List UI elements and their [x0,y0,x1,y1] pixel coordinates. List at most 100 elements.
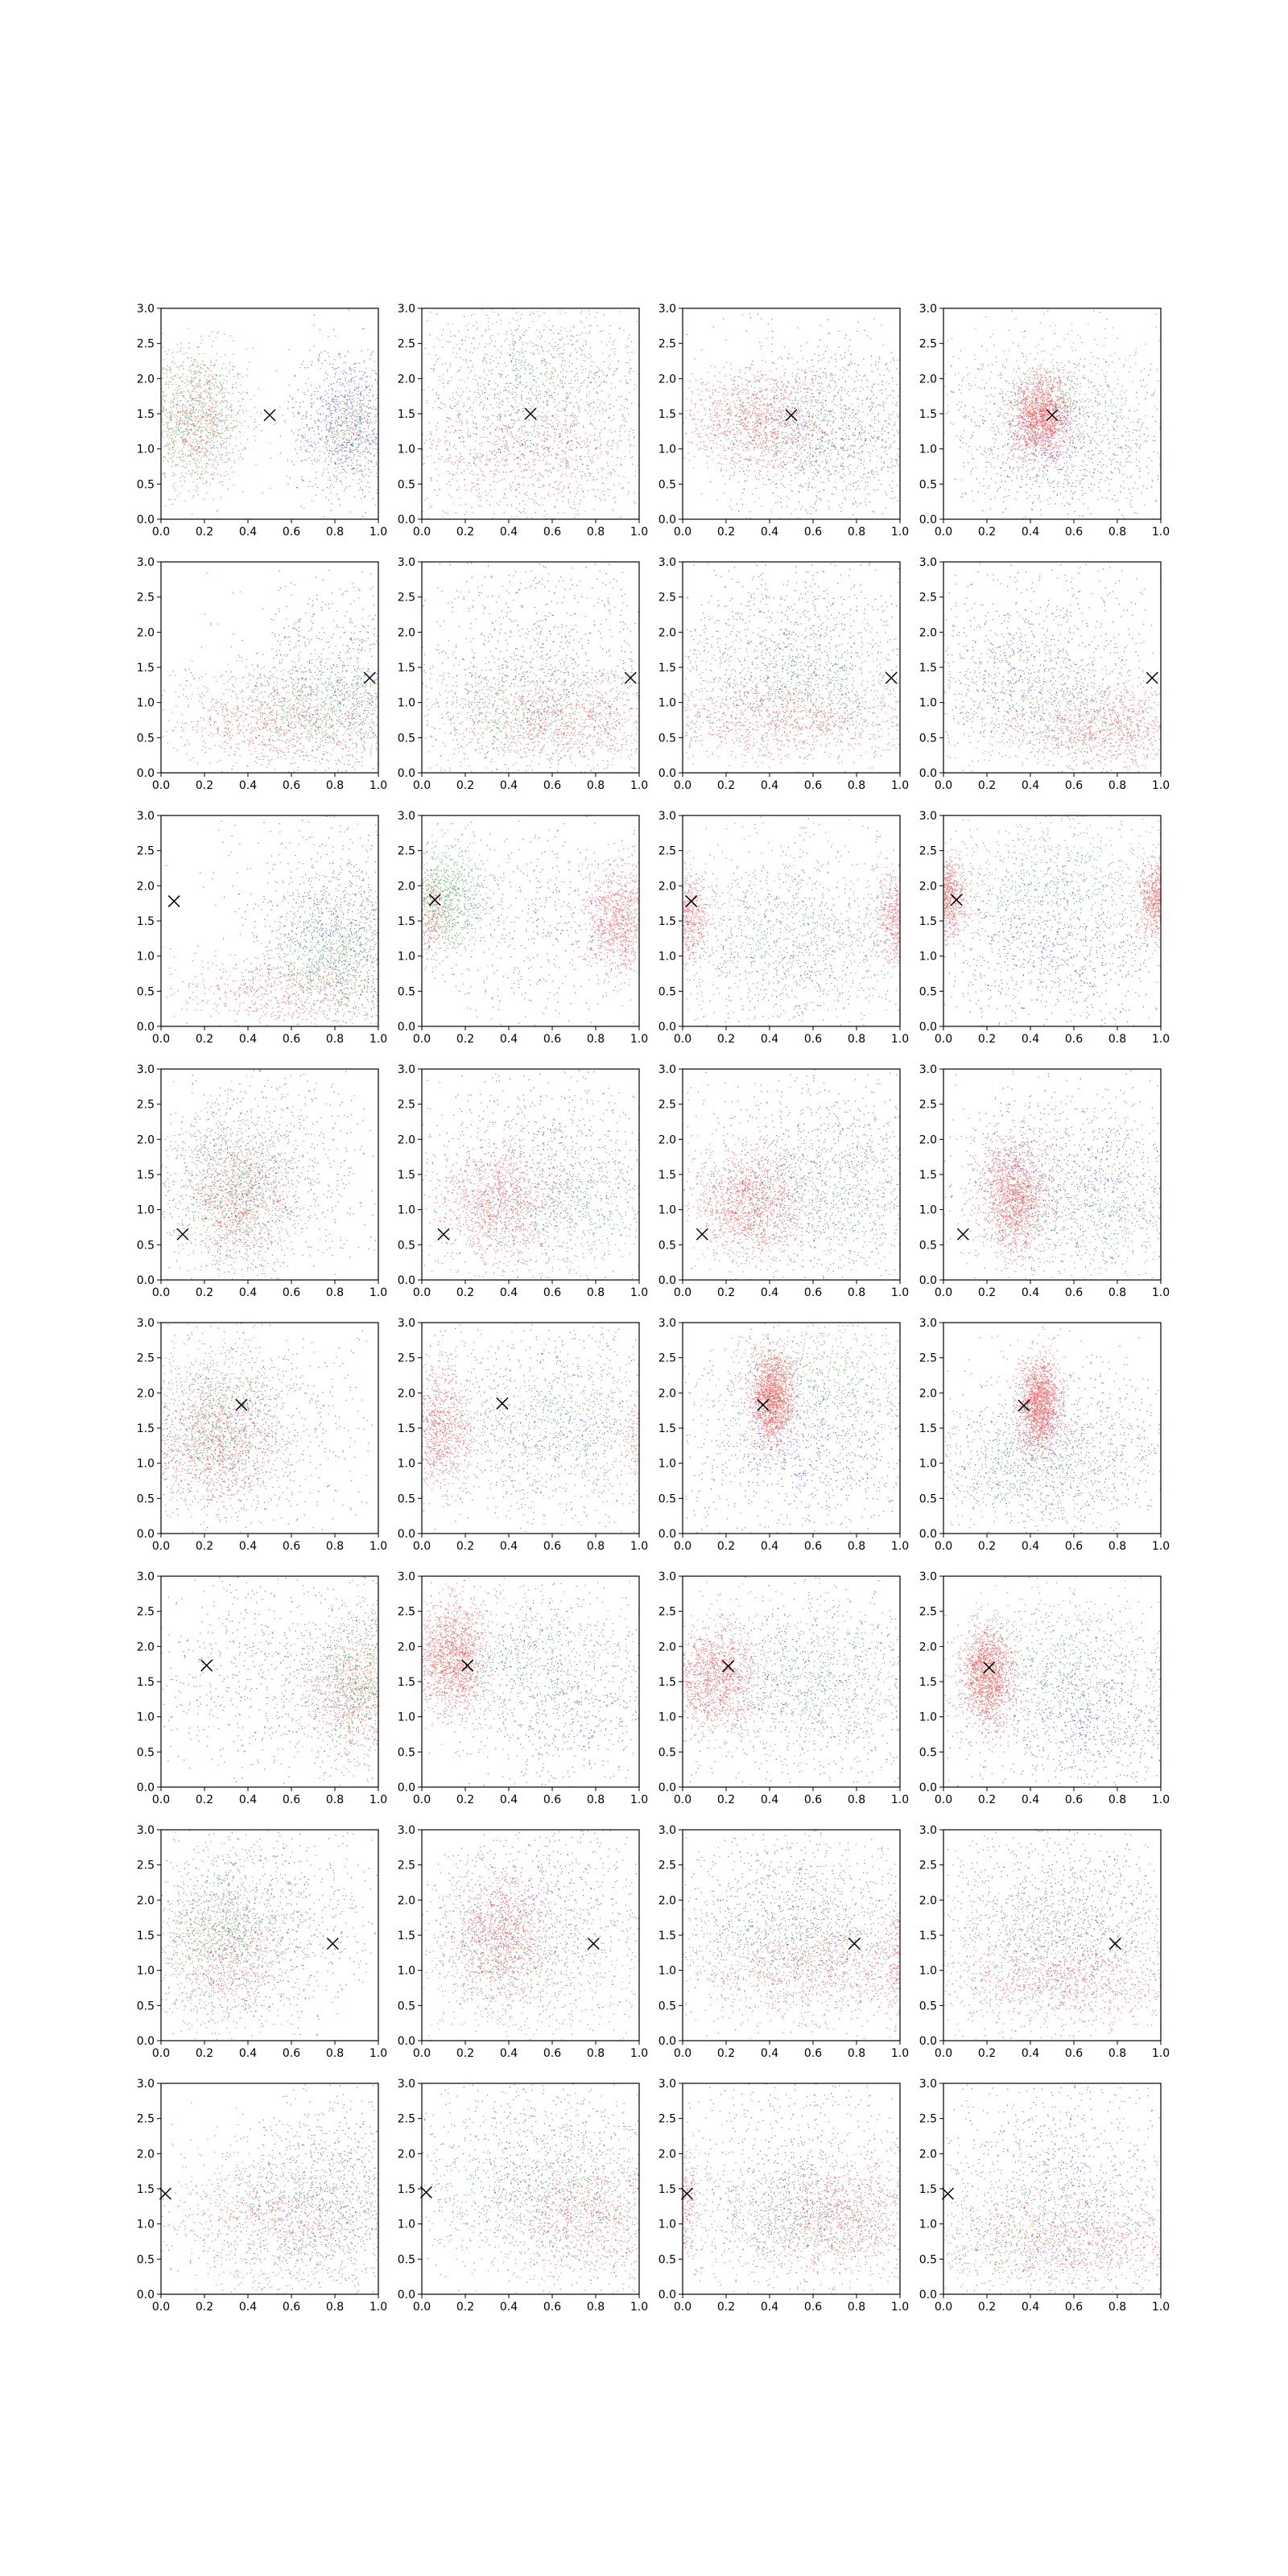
green-series-points [423,1854,640,2041]
y-tick-label: 2.0 [919,373,937,386]
y-tick-label: 3.0 [398,1317,415,1330]
axes-frame [161,1576,378,1787]
x-tick-label: 1.0 [369,1540,387,1553]
y-tick-label: 1.0 [137,1965,155,1978]
scatter-panel: 0.0 0.2 0.4 0.6 0.8 1.00.00.51.01.52.02.53.0 [398,556,648,792]
y-tick-label: 1.0 [919,1711,937,1724]
x-tick-label: 0.8 [587,1286,605,1299]
x-tick-label: 0.2 [456,1794,474,1806]
scatter-panel: 0.0 0.2 0.4 0.6 0.8 1.00.00.51.01.52.02.53.0 [398,1063,648,1299]
target-x-marker [168,896,180,907]
y-tick-label: 3.0 [137,2078,155,2091]
y-tick-label: 2.5 [658,338,676,351]
blue-series-points [683,2083,899,2293]
y-tick-label: 0.0 [398,1021,415,1034]
green-series-points [686,345,901,520]
y-tick-label: 0.0 [919,1781,937,1794]
x-tick-label: 1.0 [891,1286,909,1299]
target-x-marker [264,410,275,421]
axes-frame [683,562,900,773]
y-tick-label: 0.0 [919,514,937,526]
scatter-panel: 0.0 0.2 0.4 0.6 0.8 1.00.00.51.01.52.02.53.0 [658,1317,909,1553]
x-tick-label: 1.0 [630,779,648,792]
blue-series-points [422,1323,638,1532]
y-tick-label: 2.5 [398,845,415,858]
x-tick-label: 0.4 [500,526,518,539]
x-tick-label: 0.6 [1065,2047,1083,2060]
y-tick-label: 2.0 [919,1894,937,1907]
x-tick-label: 0.0 [413,1540,431,1553]
y-tick-label: 2.0 [658,626,676,639]
x-tick-label: 0.4 [1022,1540,1039,1553]
x-tick-label: 0.6 [804,2301,822,2314]
y-tick-label: 0.5 [137,1239,155,1252]
y-tick-label: 1.0 [137,2219,155,2231]
x-tick-label: 0.6 [804,2047,822,2060]
y-tick-label: 0.0 [658,514,676,526]
x-tick-label: 0.8 [587,526,605,539]
y-tick-label: 1.0 [658,697,676,710]
x-tick-label: 0.6 [543,779,561,792]
target-x-marker [497,1397,508,1409]
y-tick-label: 0.5 [919,1492,937,1505]
scatter-panel: 0.0 0.2 0.4 0.6 0.8 1.00.00.51.01.52.02.53.0 [398,1824,648,2060]
x-tick-label: 1.0 [1152,526,1170,539]
y-tick-label: 3.0 [658,1063,676,1076]
x-tick-label: 0.2 [717,1286,735,1299]
x-tick-label: 0.0 [413,1033,431,1046]
blue-series-points [687,313,901,518]
x-tick-label: 0.2 [978,1033,996,1046]
green-series-points [684,597,901,773]
y-tick-label: 0.0 [398,767,415,780]
point-layer [161,1070,376,1281]
x-tick-label: 0.0 [935,2301,952,2314]
y-tick-label: 3.0 [398,303,415,316]
x-tick-label: 1.0 [630,1286,648,1299]
x-tick-label: 0.6 [1065,1794,1083,1806]
x-tick-label: 0.2 [196,1033,213,1046]
y-tick-label: 2.5 [398,1099,415,1112]
x-tick-label: 0.4 [1022,526,1039,539]
x-tick-label: 0.6 [804,779,822,792]
y-tick-label: 1.0 [398,1711,415,1724]
scatter-panel: 0.0 0.2 0.4 0.6 0.8 1.00.00.51.01.52.02.53.0 [398,810,648,1046]
scatter-panel: 0.0 0.2 0.4 0.6 0.8 1.00.00.51.01.52.02.53.0 [137,1063,387,1299]
y-tick-label: 2.5 [137,1606,155,1619]
y-tick-label: 1.0 [137,951,155,964]
green-series-points [161,1324,306,1534]
point-layer [944,1071,1162,1281]
x-tick-label: 0.4 [761,1033,778,1046]
green-series-points [684,1833,900,2039]
x-tick-label: 0.4 [500,2301,518,2314]
y-tick-label: 1.5 [919,1930,937,1942]
x-tick-label: 1.0 [369,1033,387,1046]
x-tick-label: 0.0 [152,1286,170,1299]
blue-series-points [166,815,379,1026]
x-tick-label: 1.0 [891,1540,909,1553]
scatter-panel: 0.0 0.2 0.4 0.6 0.8 1.00.00.51.01.52.02.53.0 [137,1317,387,1553]
point-layer [683,1831,901,2042]
y-tick-label: 3.0 [398,1063,415,1076]
green-series-points [161,1831,323,2033]
red-series-points [949,1105,1075,1278]
axes-frame [683,1576,900,1787]
blue-series-points [943,838,1161,1026]
y-tick-label: 0.0 [658,1021,676,1034]
red-series-points [163,917,379,1026]
y-tick-label: 2.0 [919,1641,937,1653]
y-tick-label: 2.0 [398,1894,415,1907]
x-tick-label: 0.4 [761,1286,778,1299]
scatter-panel: 0.0 0.2 0.4 0.6 0.8 1.00.00.51.01.52.02.53.0 [137,1571,387,1806]
green-series-points [943,1843,1162,2041]
y-tick-label: 0.0 [919,1528,937,1541]
y-tick-label: 1.5 [398,1930,415,1942]
y-tick-label: 2.5 [658,592,676,605]
x-tick-label: 0.2 [196,1540,213,1553]
blue-series-points [162,1832,378,2036]
green-series-points [423,1578,639,1750]
scatter-panel: 0.0 0.2 0.4 0.6 0.8 1.00.00.51.01.52.02.53.0 [658,810,909,1046]
x-tick-label: 1.0 [891,1033,909,1046]
scatter-panel: 0.0 0.2 0.4 0.6 0.8 1.00.00.51.01.52.02.53.0 [137,1824,387,2060]
x-tick-label: 0.8 [587,779,605,792]
x-tick-label: 1.0 [369,1286,387,1299]
